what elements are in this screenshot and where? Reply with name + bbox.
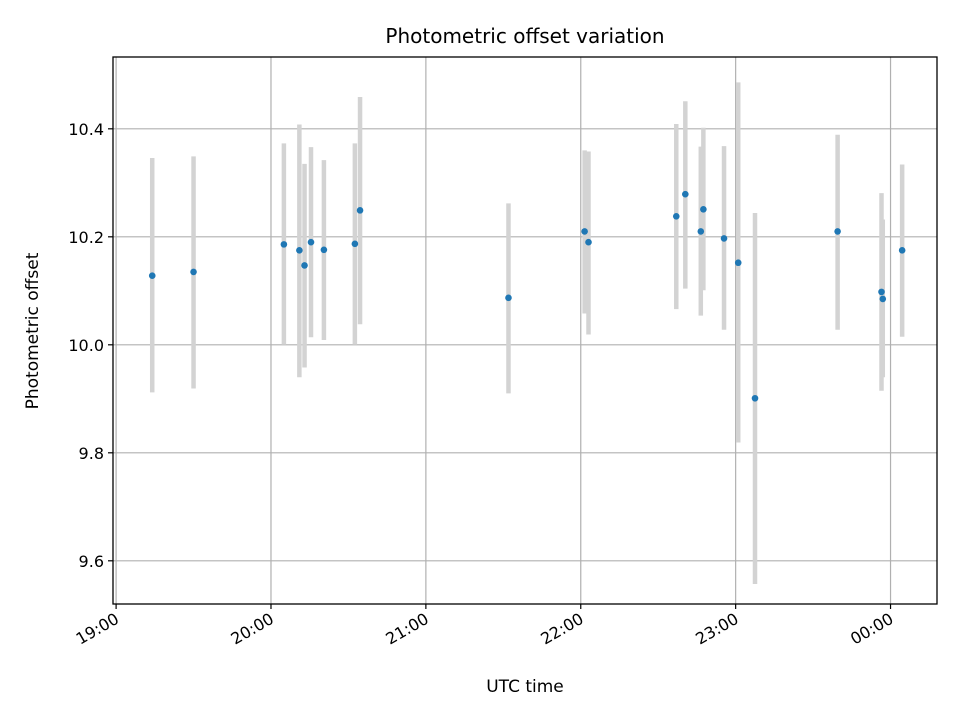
data-point [190,268,197,276]
data-points [148,190,906,402]
data-point [307,238,315,246]
data-point [751,394,759,402]
data-point [296,247,303,254]
data-point [356,207,364,214]
data-point [672,212,680,220]
data-point [581,228,588,235]
x-axis-title: UTC time [486,677,564,697]
data-point [700,205,707,213]
y-tick-label: 10.0 [68,336,104,355]
y-axis-ticks: 9.6 9.8 10.0 10.2 10.4 [68,120,113,571]
chart-title: Photometric offset variation [385,24,664,48]
data-point [585,238,592,246]
y-axis-title: Photometric offset [23,252,43,409]
y-tick-label: 9.6 [79,552,104,571]
data-point [898,247,906,254]
y-tick-label: 10.2 [68,228,104,247]
data-point [351,240,359,248]
data-point [878,288,885,296]
data-point [834,228,841,235]
data-point [505,294,512,302]
y-tick-label: 10.4 [68,120,104,139]
data-point [280,241,288,248]
data-point [148,272,156,279]
plot-area-frame [112,56,938,605]
data-point [320,246,328,254]
data-point [879,295,887,303]
data-point [682,190,689,198]
data-point [697,228,705,235]
grid-lines [113,57,937,604]
y-tick-label: 9.8 [79,444,104,463]
data-point [720,235,728,242]
data-point [301,262,308,269]
data-point [734,259,742,267]
